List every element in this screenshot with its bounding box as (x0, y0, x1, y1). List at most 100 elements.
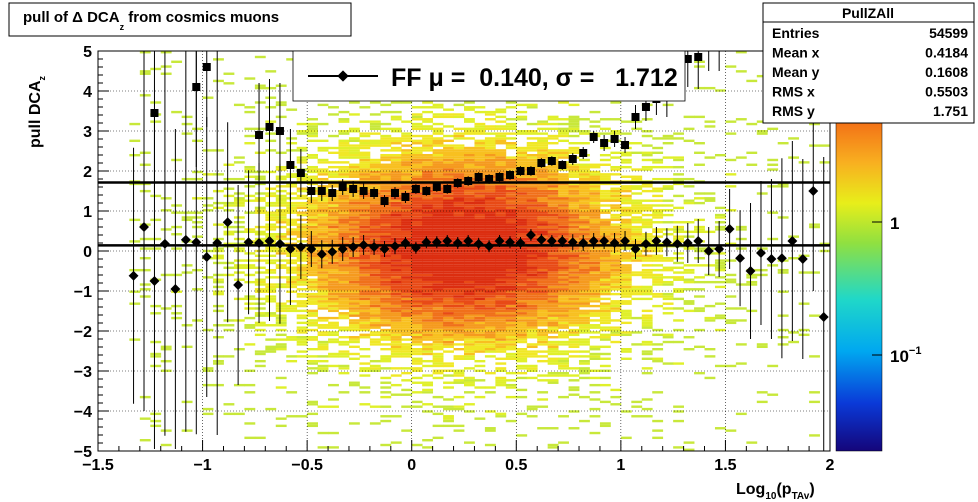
heat-cell (599, 192, 611, 195)
heat-cell (599, 233, 611, 236)
heat-cell (484, 113, 496, 116)
heat-cell (411, 348, 423, 351)
heat-cell (390, 276, 402, 279)
heat-cell (359, 280, 371, 284)
heat-cell (348, 228, 360, 231)
heat-cell (328, 237, 339, 241)
heat-cell (495, 182, 507, 186)
heat-cell (390, 307, 402, 310)
heat-cell (286, 391, 298, 394)
heat-cell (411, 326, 423, 329)
heat-cell (474, 333, 486, 337)
heat-cell (401, 316, 413, 320)
heat-cell (484, 216, 496, 219)
heat-cell (443, 204, 454, 207)
heat-cell (673, 177, 684, 181)
heat-cell (296, 278, 308, 281)
heat-cell (505, 221, 517, 224)
heat-cell (746, 151, 758, 154)
heat-cell (317, 194, 329, 198)
heat-cell (652, 230, 664, 234)
heat-cell (579, 271, 590, 274)
heat-cell (484, 206, 496, 210)
heat-cell (464, 379, 475, 382)
heat-cell (673, 362, 684, 365)
heat-cell (537, 256, 549, 260)
heat-cell (265, 288, 277, 291)
heat-cell (599, 175, 611, 178)
heat-cell (317, 221, 329, 224)
heat-cell (348, 233, 360, 236)
heat-cell (537, 374, 549, 377)
heat-cell (432, 192, 444, 195)
x-tick-label: 0 (407, 457, 416, 474)
heat-cell (317, 218, 329, 222)
heat-cell (537, 185, 549, 188)
heat-cell (547, 290, 559, 293)
heat-cell (307, 362, 318, 365)
heat-cell (474, 127, 486, 131)
heat-cell (307, 256, 318, 260)
heat-cell (516, 206, 528, 210)
heat-cell (369, 283, 381, 286)
heat-cell (464, 158, 475, 162)
heat-cell (296, 271, 308, 274)
heat-cell (610, 268, 622, 272)
colorbar-label-01: 10−1 (890, 345, 921, 366)
heat-cell (369, 295, 381, 298)
heat-cell (579, 158, 590, 162)
heat-cell (139, 94, 151, 97)
heat-cell (192, 235, 203, 238)
data-point-square (150, 109, 159, 117)
heat-cell (317, 297, 329, 301)
heat-cell (380, 331, 392, 334)
heat-cell (474, 256, 486, 260)
heat-cell (558, 359, 569, 363)
heat-cell (484, 312, 496, 315)
heat-cell (432, 309, 444, 313)
heat-cell (505, 125, 517, 128)
heat-cell (589, 398, 601, 401)
heat-cell (338, 328, 350, 332)
heat-cell (401, 276, 413, 279)
heat-cell (328, 340, 339, 344)
heat-cell (505, 271, 517, 274)
heat-cell (537, 343, 549, 346)
heat-cell (641, 271, 653, 274)
heat-cell (401, 139, 413, 143)
heat-cell (484, 125, 496, 128)
heat-cell (401, 132, 413, 135)
heat-cell (474, 386, 486, 389)
heat-cell (390, 297, 402, 301)
heat-cell (244, 110, 256, 114)
heat-cell (558, 316, 569, 320)
heat-cell (453, 304, 465, 308)
heat-cell (359, 134, 371, 138)
heat-cell (369, 280, 381, 284)
heat-cell (443, 192, 454, 195)
heat-cell (317, 213, 329, 217)
heat-cell (338, 278, 350, 281)
heat-cell (307, 254, 318, 257)
heat-cell (139, 295, 151, 298)
heat-cell (484, 290, 496, 293)
heat-cell (495, 331, 507, 334)
data-point-square (307, 187, 316, 195)
heat-cell (484, 144, 496, 147)
heat-cell (526, 240, 538, 243)
heat-cell (411, 343, 423, 346)
heat-cell (547, 206, 559, 210)
data-point-diamond (400, 238, 411, 248)
heat-cell (213, 79, 224, 83)
data-point-square (380, 197, 389, 205)
heat-cell (537, 142, 549, 145)
heat-cell (547, 189, 559, 193)
heat-cell (432, 206, 444, 210)
heat-cell (380, 156, 392, 159)
heat-cell (254, 197, 266, 200)
heat-cell (641, 259, 653, 262)
heat-cell (422, 254, 434, 257)
heat-cell (652, 189, 664, 193)
heat-cell (432, 106, 444, 109)
heat-cell (589, 324, 601, 327)
